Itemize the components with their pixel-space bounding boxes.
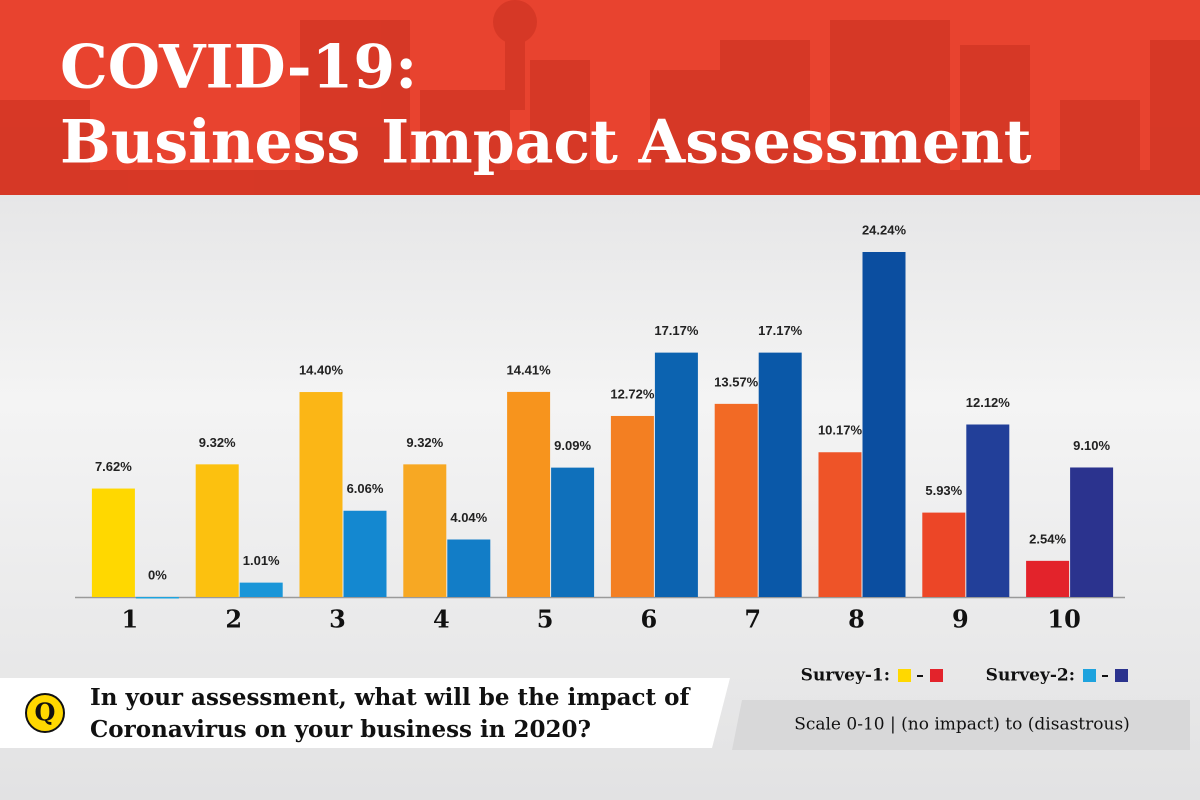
value-label: 14.41% (507, 362, 552, 377)
value-label: 12.72% (610, 386, 655, 401)
note-panel (732, 700, 1190, 750)
x-tick-label: 3 (329, 605, 346, 634)
bar (1026, 560, 1070, 597)
question-icon: Q (35, 698, 56, 727)
value-label: 24.24% (862, 222, 907, 237)
x-tick-label: 4 (433, 605, 450, 634)
x-tick-label: 9 (952, 605, 969, 634)
bar (91, 488, 135, 597)
value-label: 9.09% (554, 438, 591, 453)
bar (195, 464, 239, 597)
bar (1070, 467, 1114, 597)
x-tick-label: 10 (1047, 605, 1080, 634)
x-tick-label: 8 (848, 605, 865, 634)
value-label: 5.93% (925, 483, 962, 498)
bar (758, 352, 802, 597)
header: COVID-19: Business Impact Assessment (0, 0, 1200, 195)
legend-label: Survey-1: (801, 666, 890, 686)
question-line: Coronavirus on your business in 2020? (90, 716, 591, 743)
bar (654, 352, 698, 597)
x-tick-label: 2 (225, 605, 242, 634)
bar (299, 392, 343, 597)
bar (818, 452, 862, 597)
bar (922, 512, 966, 597)
bar (343, 510, 387, 597)
bar (447, 539, 491, 597)
scale-note: Scale 0-10 | (no impact) to (disastrous) (794, 715, 1130, 735)
value-label: 13.57% (714, 374, 759, 389)
value-label: 17.17% (758, 323, 803, 338)
legend-label: Survey-2: (986, 666, 1075, 686)
bar (966, 424, 1010, 597)
legend-swatch (930, 669, 943, 682)
bar (610, 415, 654, 597)
bar (862, 252, 906, 597)
legend-swatch (898, 669, 911, 682)
legend-swatch (1115, 669, 1128, 682)
bar (403, 464, 447, 597)
title-line: COVID-19: (60, 33, 417, 103)
question-box: Q In your assessment, what will be the i… (0, 678, 730, 748)
x-tick-label: 6 (641, 605, 658, 634)
x-tick-label: 5 (537, 605, 554, 634)
title-line: Business Impact Assessment (60, 108, 1032, 178)
skyline (0, 0, 1200, 195)
value-label: 9.10% (1073, 438, 1110, 453)
value-label: 17.17% (654, 323, 699, 338)
legend: Survey-1: Survey-2: (801, 666, 1128, 686)
plot: 1 7.62% 0% 2 9.32% 1.01% 3 14.40% 6.06% 4 9.32% 4.0… (91, 222, 1114, 634)
question-icon-circle (25, 693, 65, 733)
x-tick-label: 1 (122, 605, 139, 634)
value-label: 2.54% (1029, 531, 1066, 546)
value-label: 4.04% (450, 510, 487, 525)
value-label: 9.32% (199, 435, 236, 450)
value-label: 7.62% (95, 459, 132, 474)
value-label: 9.32% (406, 435, 443, 450)
bar (714, 403, 758, 597)
value-label: 6.06% (347, 481, 384, 496)
bar (135, 597, 179, 599)
value-label: 14.40% (299, 362, 344, 377)
value-label: 10.17% (818, 423, 863, 438)
question-line: In your assessment, what will be the imp… (90, 684, 692, 711)
legend-swatch (1083, 669, 1096, 682)
bar (551, 467, 595, 597)
value-label: 0% (148, 567, 167, 582)
bar (239, 582, 283, 597)
note-box: Scale 0-10 | (no impact) to (disastrous) (732, 700, 1190, 750)
question-panel (0, 678, 730, 748)
value-label: 1.01% (243, 553, 280, 568)
x-tick-label: 7 (744, 605, 761, 634)
bar (507, 391, 551, 597)
value-label: 12.12% (966, 395, 1011, 410)
